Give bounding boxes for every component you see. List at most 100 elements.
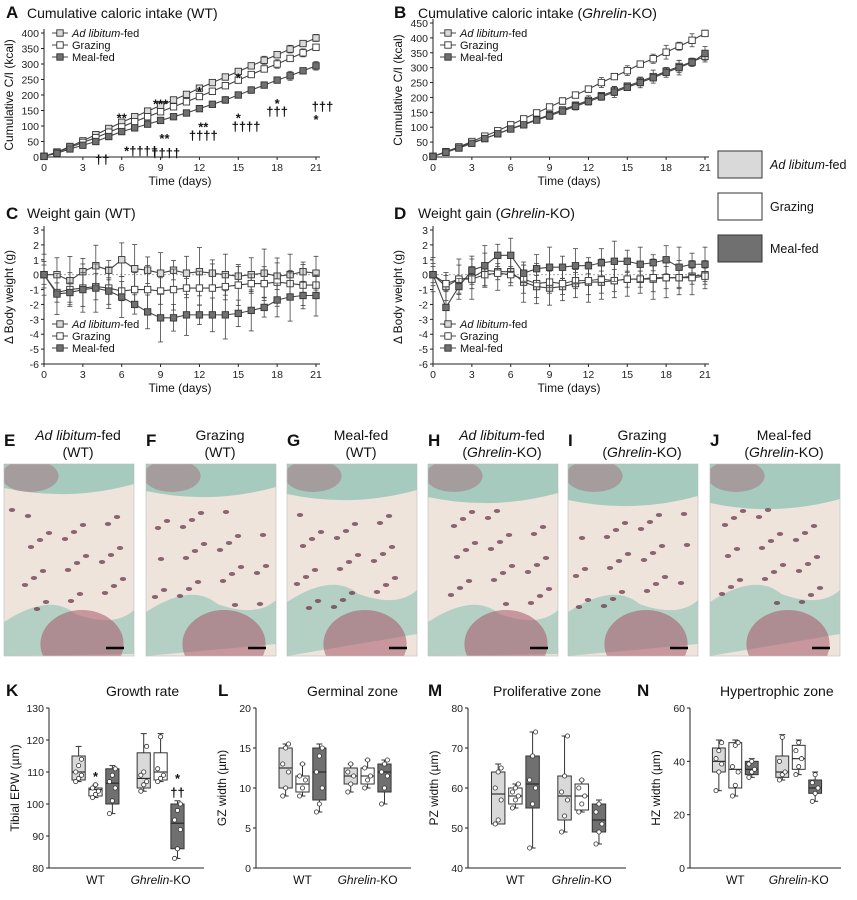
box-ghrelin-ko-meal-fed [808, 771, 823, 804]
chondrocyte [308, 537, 316, 541]
series-line [43, 65, 317, 157]
chondrocyte [336, 567, 344, 571]
data-point [234, 91, 242, 99]
significance-mark: †† [170, 785, 184, 800]
data-point [79, 772, 85, 778]
data-point [610, 257, 618, 265]
data-point [260, 56, 268, 64]
x-tick-label: 0 [430, 162, 436, 174]
data-point [169, 314, 178, 322]
y-tick-label: 0 [422, 152, 428, 164]
data-point [247, 70, 255, 79]
y-axis-label: Δ Body weight (g) [391, 250, 405, 344]
data-point [53, 149, 61, 157]
data-point [455, 144, 463, 152]
chondrocyte [499, 571, 507, 575]
y-tick-label: 50 [416, 137, 428, 149]
x-axis-label: Time (days) [538, 381, 601, 395]
panel-frame [3, 463, 135, 657]
chondrocyte [200, 542, 208, 546]
data-point [76, 763, 82, 769]
chondrocyte [182, 556, 190, 560]
data-point [571, 102, 580, 111]
chondrocyte [637, 527, 645, 531]
y-tick-label: 200 [410, 92, 428, 104]
x-tick-label: 18 [660, 369, 672, 381]
data-point [796, 740, 802, 746]
data-point [286, 45, 294, 53]
data-point [530, 801, 536, 807]
y-tick-label: 20 [239, 703, 251, 715]
panel-label: L [218, 681, 228, 700]
chondrocyte [30, 576, 38, 580]
data-point [79, 756, 85, 762]
x-tick-label: 12 [583, 162, 595, 174]
data-point [675, 42, 683, 50]
data-point [208, 78, 217, 87]
chondrocyte [24, 514, 32, 518]
data-point [597, 78, 606, 87]
legend-marker [56, 41, 64, 49]
chondrocyte [36, 538, 44, 542]
data-point [492, 821, 498, 827]
data-point [95, 788, 101, 794]
chondrocyte [188, 518, 196, 522]
chondrocyte [459, 517, 467, 521]
data-point [675, 263, 683, 271]
data-point [299, 291, 307, 300]
chondrocyte [176, 594, 184, 598]
box-wt-meal-fed [312, 743, 327, 815]
chondrocyte [73, 561, 81, 565]
data-point [208, 284, 217, 292]
marrow-region [568, 464, 623, 492]
data-point [688, 260, 696, 268]
legend-label: Ad libitum-fed [459, 28, 527, 40]
box-ghrelin-ko-grazing [153, 733, 168, 785]
data-point [66, 288, 74, 297]
data-point [512, 797, 518, 803]
chondrocyte [792, 538, 800, 542]
data-point [562, 813, 568, 819]
box-wt-grazing [295, 761, 310, 799]
x-axis-label: Time (days) [149, 381, 212, 395]
data-point [662, 273, 670, 282]
panel-label: K [6, 681, 19, 700]
data-point [158, 775, 164, 781]
chondrocyte [116, 546, 124, 550]
box-ghrelin-ko-ad-libitum-fed [775, 734, 790, 783]
x-tick-label: 0 [430, 369, 436, 381]
chondrocyte [110, 584, 118, 588]
x-tick-label: 9 [158, 162, 164, 174]
chondrocyte [151, 595, 159, 599]
shared-legend: Ad libitum-fed Grazing Meal-fed [717, 150, 846, 263]
box-ghrelin-ko-grazing [360, 757, 375, 791]
y-axis-label: GZ width (µm) [215, 750, 229, 826]
legend-marker [444, 332, 452, 340]
chondrocyte [82, 554, 90, 558]
legend-swatch [717, 192, 763, 221]
chondrocyte [655, 513, 663, 517]
chondrocyte [496, 540, 504, 544]
data-point [221, 73, 229, 81]
significance-mark: †††† [151, 145, 180, 160]
data-point [313, 809, 319, 815]
data-point [106, 811, 112, 817]
chondrocyte [505, 533, 513, 537]
data-point [442, 148, 450, 156]
data-point [247, 279, 255, 288]
panel-m: M Proliferative zone 40 50 60 70 80 PZ width (µ… [427, 681, 626, 887]
panel-b: B Cumulative caloric intake (Ghrelin-KO) 0… [391, 3, 711, 188]
chondrocyte [612, 528, 620, 532]
chondrocyte [804, 562, 812, 566]
data-point [286, 54, 294, 63]
data-point [73, 769, 79, 775]
data-point [273, 60, 281, 68]
legend-label: Ad libitum-fed [71, 28, 139, 40]
data-point [286, 293, 294, 301]
y-axis-label: Cumulative C/I (kcal) [2, 39, 16, 150]
x-tick-label: 12 [194, 369, 206, 381]
histology-panel-i: I Grazing(Ghrelin-KO) [567, 427, 699, 657]
data-point [515, 793, 521, 799]
legend-label: Meal-fed [72, 343, 115, 355]
box-wt-ad-libitum-fed [711, 739, 726, 794]
